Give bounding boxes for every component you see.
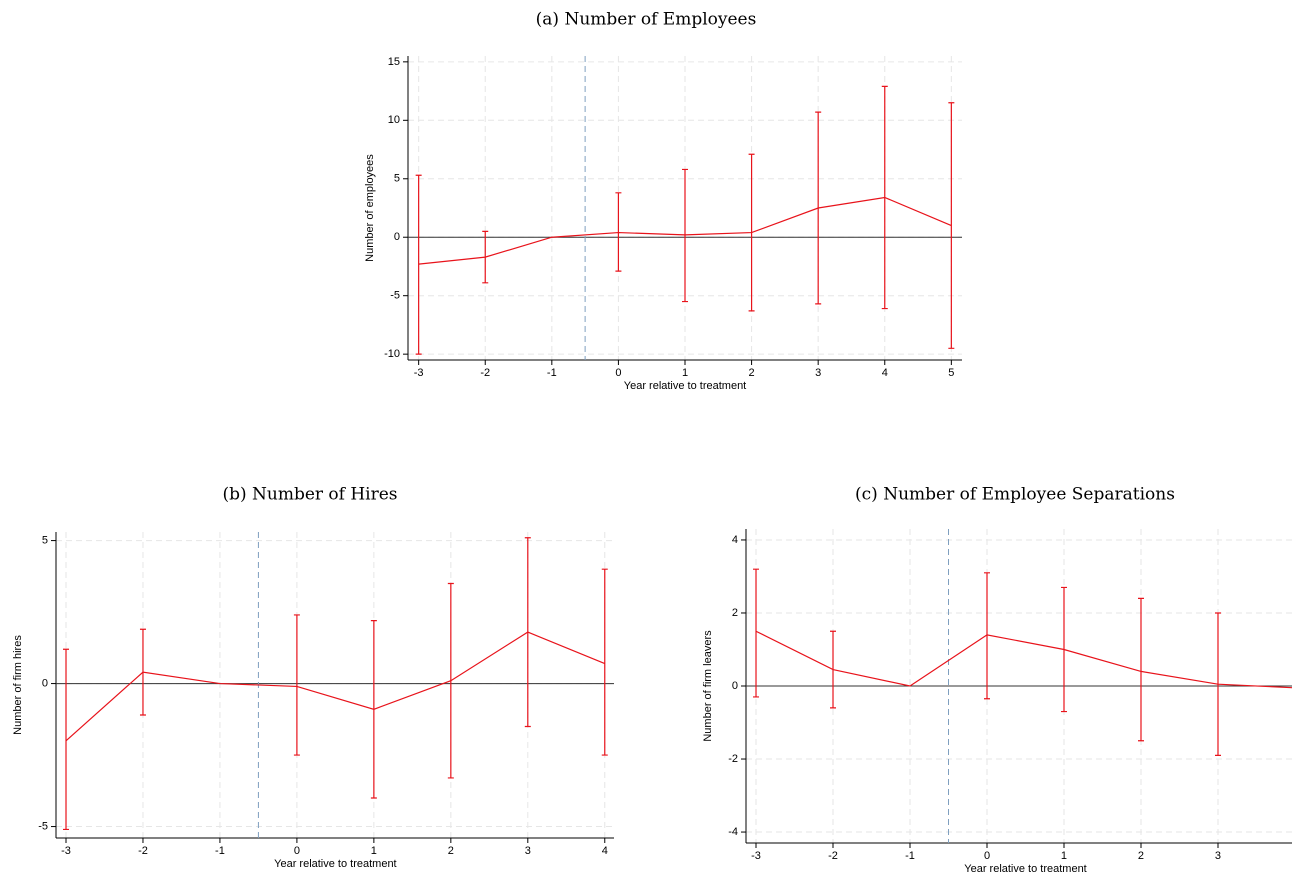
y-tick-label: 5 <box>394 173 400 185</box>
x-tick-label: 3 <box>525 845 531 857</box>
error-bar <box>615 192 622 272</box>
series-line <box>65 631 605 742</box>
x-tick-label: 1 <box>682 367 688 379</box>
x-tick-label: -3 <box>414 367 424 379</box>
y-tick-label: -2 <box>728 753 738 765</box>
y-tick-label: -10 <box>384 348 400 360</box>
x-tick-label: 2 <box>448 845 454 857</box>
y-tick-label: 10 <box>388 114 400 126</box>
error-bar <box>601 568 608 756</box>
error-bar <box>815 111 822 305</box>
y-axis-label: Number of employees <box>364 154 376 262</box>
error-bar <box>524 537 531 728</box>
x-tick-label: -3 <box>751 850 761 862</box>
x-tick-label: -1 <box>905 850 915 862</box>
x-tick-label: 0 <box>294 845 300 857</box>
x-tick-label: 2 <box>1138 850 1144 862</box>
error-bar <box>1138 597 1144 742</box>
x-axis-label: Year relative to treatment <box>624 380 747 392</box>
error-bar <box>948 102 955 349</box>
y-tick-label: 0 <box>732 680 738 692</box>
chart-title: (c) Number of Employee Separations <box>855 485 1175 505</box>
error-bar <box>415 174 422 355</box>
x-tick-label: 2 <box>749 367 755 379</box>
error-bar <box>753 568 760 698</box>
chart-title: (b) Number of Hires <box>222 485 397 505</box>
x-tick-label: 1 <box>371 845 377 857</box>
y-tick-label: 5 <box>42 534 48 546</box>
error-bar <box>682 168 688 303</box>
x-tick-label: 4 <box>602 845 608 857</box>
error-bar <box>984 572 991 700</box>
x-axis-label: Year relative to treatment <box>964 863 1087 875</box>
y-tick-label: -5 <box>390 290 400 302</box>
x-tick-label: -1 <box>215 845 225 857</box>
y-tick-label: 15 <box>388 56 400 68</box>
x-tick-label: -1 <box>547 367 557 379</box>
x-tick-label: 1 <box>1061 850 1067 862</box>
error-bar <box>139 628 146 716</box>
error-bar <box>881 85 888 310</box>
error-bar <box>370 620 377 799</box>
series-line <box>755 630 1292 689</box>
x-tick-label: 0 <box>615 367 621 379</box>
chart-title: (a) Number of Employees <box>536 10 757 30</box>
y-axis-label: Number of firm leavers <box>702 630 714 742</box>
x-tick-label: -2 <box>480 367 490 379</box>
x-tick-label: 3 <box>815 367 821 379</box>
y-tick-label: 2 <box>732 607 738 619</box>
y-tick-label: 0 <box>42 677 48 689</box>
x-tick-label: -2 <box>828 850 838 862</box>
x-axis-label: Year relative to treatment <box>274 858 397 870</box>
error-bar <box>482 230 489 284</box>
error-bar <box>1214 612 1221 756</box>
y-tick-label: -5 <box>38 820 48 832</box>
y-tick-label: 0 <box>394 231 400 243</box>
y-tick-label: -4 <box>728 826 738 838</box>
error-bar <box>1061 586 1067 713</box>
y-tick-label: 4 <box>732 534 738 546</box>
x-tick-label: 5 <box>948 367 954 379</box>
y-axis-label: Number of firm hires <box>12 635 24 735</box>
error-bar <box>63 648 70 831</box>
x-tick-label: -2 <box>138 845 148 857</box>
x-tick-label: 0 <box>984 850 990 862</box>
x-tick-label: 4 <box>882 367 888 379</box>
x-tick-label: 3 <box>1215 850 1221 862</box>
error-bar <box>447 582 454 779</box>
error-bar <box>748 153 755 312</box>
error-bar <box>830 630 837 709</box>
x-tick-label: -3 <box>61 845 71 857</box>
error-bar <box>293 614 300 756</box>
